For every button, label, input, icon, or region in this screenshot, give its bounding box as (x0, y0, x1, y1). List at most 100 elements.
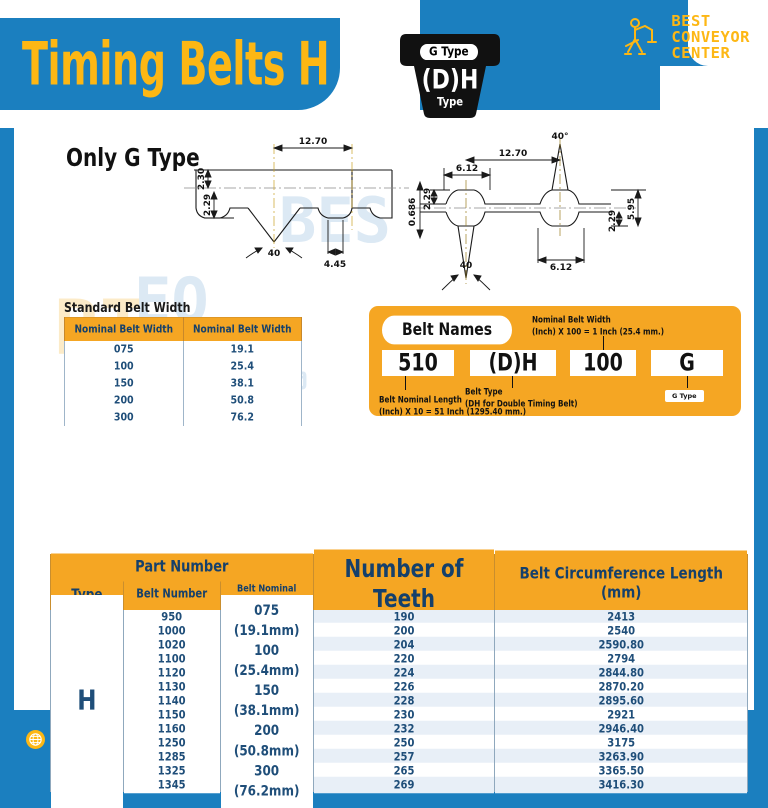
table-row: 200 50.8 (64, 389, 302, 411)
width-300-mm: (76.2mm) (233, 782, 300, 799)
note-type-body: (DH for Double Timing Belt) (465, 397, 578, 409)
sbw-cell: 50.8 (182, 389, 302, 411)
header-number-of-teeth: Number of Teeth (312, 547, 496, 617)
width-300: 300 (254, 761, 280, 779)
belt-names-box: Belt Names 510 (D)H 100 G Nominal Belt W… (369, 306, 741, 416)
cell-circumference: 2921 (494, 706, 748, 723)
sbw-cell: 76.2 (182, 406, 302, 428)
note-type-title: Belt Type (465, 386, 503, 397)
svg-text:40: 40 (268, 249, 281, 259)
table-row: 075 19.1 (64, 338, 302, 360)
content-card: RT BES EO VEYO ผลิตภัณฑ์ลำเลียง Only G T… (14, 110, 754, 808)
cell-teeth: 232 (312, 720, 496, 737)
cell-circumference: 2844.80 (494, 664, 748, 681)
note-length-body: (Inch) X 10 = 51 Inch (1295.40 mm.) (379, 405, 527, 417)
width-100-mm: (25.4mm) (233, 661, 300, 679)
belt-specification-table: Part Number Number of Teeth Belt Circumf… (50, 547, 748, 808)
note-width-title: Nominal Belt Width (532, 314, 611, 325)
table-row: 1020 204 2590.80 (51, 635, 748, 654)
sbw-header-0: Nominal Belt Width (64, 315, 184, 343)
cell-circumference: 2794 (494, 650, 748, 667)
cell-circumference: 2895.60 (494, 692, 748, 709)
globe-icon (25, 729, 45, 749)
belt-names-note-length: Belt Nominal Length (Inch) X 10 = 51 Inc… (379, 394, 526, 417)
table-row: 1150 230 2921 (51, 705, 748, 724)
width-200: 200 (254, 721, 280, 739)
badge-pill-label: G Type (420, 43, 478, 61)
svg-text:0.686: 0.686 (408, 198, 418, 226)
cell-teeth: 204 (312, 636, 496, 653)
cell-type: H (50, 592, 124, 808)
brand-logo: BEST CONVEYOR CENTER (622, 12, 750, 62)
leader-line (603, 336, 604, 350)
cell-teeth: 269 (312, 776, 496, 793)
cell-teeth: 226 (312, 678, 496, 695)
belt-type-badge: G Type (D)H Type (398, 32, 502, 120)
sbw-cell: 200 (64, 389, 184, 411)
svg-text:40: 40 (460, 261, 473, 271)
svg-text:12.70: 12.70 (499, 149, 527, 159)
cell-circumference: 3175 (494, 734, 748, 751)
table-row: 1285 257 3263.90 (51, 747, 748, 766)
svg-text:4.45: 4.45 (324, 260, 346, 270)
width-200-mm: (50.8mm) (233, 741, 300, 759)
cell-circumference: 3263.90 (494, 748, 748, 765)
belt-names-chip-width: 100 (570, 349, 636, 377)
table-row: 1140 228 2895.60 (51, 691, 748, 710)
table-row: 300 76.2 (64, 406, 302, 428)
note-width-body: (Inch) X 100 = 1 Inch (25.4 mm.) (532, 325, 665, 337)
banner-corner-notch (688, 0, 768, 66)
table-header-row: Nominal Belt Width Nominal Belt Width (64, 315, 302, 343)
cell-belt-number: 1140 (122, 691, 221, 710)
logo-line-2: CONVEYOR (671, 27, 750, 46)
svg-text:6.12: 6.12 (456, 164, 478, 174)
note-length-title: Belt Nominal Length (379, 394, 462, 405)
sbw-cell: 150 (64, 372, 184, 394)
cell-circumference: 2946.40 (494, 720, 748, 737)
svg-text:2.29: 2.29 (423, 188, 433, 210)
belt-names-note-type: Belt Type (DH for Double Timing Belt) (465, 386, 578, 409)
cell-teeth: 230 (312, 706, 496, 723)
badge-sub-label: Type (436, 96, 464, 109)
logo-line-3: CENTER (671, 43, 731, 62)
width-075: 075 (254, 601, 280, 618)
width-150: 150 (254, 681, 280, 699)
width-150-mm: (38.1mm) (233, 701, 300, 719)
cell-belt-number: 1150 (122, 705, 221, 724)
brand-logo-text: BEST CONVEYOR CENTER (671, 12, 750, 62)
page-title-bar: Timing Belts H (0, 18, 340, 110)
table-row: 1130 226 2870.20 (51, 677, 748, 696)
belt-names-title: Belt Names (382, 315, 513, 345)
svg-text:12.70: 12.70 (299, 137, 327, 147)
width-100: 100 (254, 641, 280, 658)
logo-line-1: BEST (671, 12, 711, 30)
cell-belt-number: 1100 (122, 649, 221, 668)
table-row: 1160 232 2946.40 (51, 719, 748, 738)
belt-names-note-gtype: G Type (665, 390, 704, 402)
header-circumference: Belt Circumference Length (mm) (494, 548, 748, 616)
cell-teeth: 200 (312, 622, 496, 639)
table-row: 1100 220 2794 (51, 649, 748, 668)
table-row: 150 38.1 (64, 372, 302, 394)
belt-names-chip-length: 510 (382, 349, 454, 377)
page-title: Timing Belts H (22, 29, 330, 99)
belt-names-chip-gtype: G (651, 349, 723, 377)
leader-line (687, 376, 688, 388)
sbw-cell: 38.1 (182, 372, 302, 394)
table-row: 1000 200 2540 (51, 621, 748, 640)
belt-names-chip-type: (D)H (470, 349, 556, 377)
cell-nominal-width-group: 075 (19.1mm) 100 (25.4mm) 150 (38.1mm) 2… (219, 592, 314, 808)
cell-teeth: 224 (312, 664, 496, 681)
sbw-cell: 100 (64, 355, 184, 377)
cell-circumference: 2540 (494, 622, 748, 639)
cell-teeth: 250 (312, 734, 496, 751)
badge-main-label: (D)H (421, 65, 479, 96)
header-belt-number: Belt Number (122, 575, 221, 614)
cell-teeth: 257 (312, 748, 496, 765)
cell-belt-number: 1250 (122, 733, 221, 752)
cell-circumference: 2870.20 (494, 678, 748, 695)
table-row: 1325 265 3365.50 (51, 761, 748, 780)
table-row: 1120 224 2844.80 (51, 663, 748, 682)
svg-text:2.29: 2.29 (608, 210, 618, 232)
sbw-cell: 25.4 (182, 355, 302, 377)
